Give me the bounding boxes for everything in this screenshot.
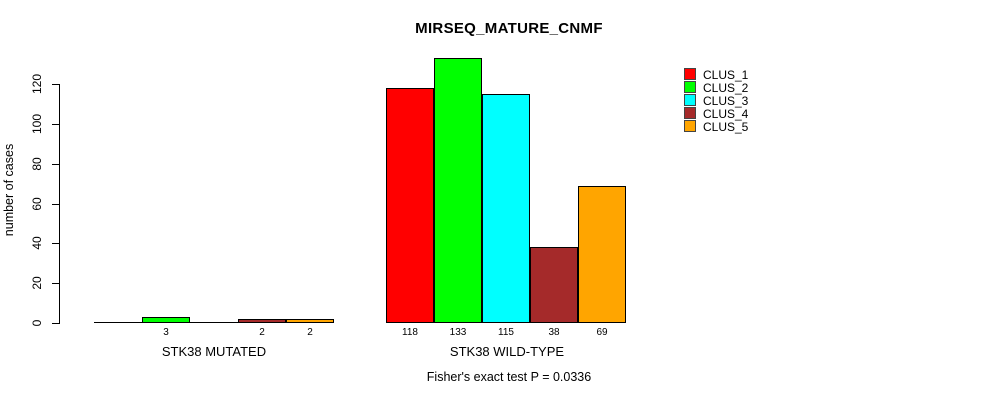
y-axis-tick <box>52 243 59 244</box>
legend-swatch-clus-2 <box>684 81 696 93</box>
bar-clus-5 <box>578 186 626 323</box>
y-axis-line <box>59 84 60 324</box>
y-axis-tick <box>52 84 59 85</box>
y-axis-tick <box>52 283 59 284</box>
legend-swatch-clus-4 <box>684 107 696 119</box>
bar-clus-5 <box>286 319 334 323</box>
legend-label-clus-1: CLUS_1 <box>703 68 749 82</box>
bar-value-label: 2 <box>307 327 313 338</box>
bar-clus-3 <box>482 94 530 323</box>
stat-annotation: Fisher's exact test P = 0.0336 <box>426 370 592 384</box>
legend-swatch-clus-1 <box>684 68 696 80</box>
legend-label-clus-5: CLUS_5 <box>703 120 749 134</box>
bar-clus-4 <box>530 247 578 323</box>
legend-label-clus-3: CLUS_3 <box>703 94 749 108</box>
y-axis-tick-label: 60 <box>30 197 44 211</box>
y-axis-tick-label: 120 <box>30 73 44 95</box>
legend-swatch-clus-3 <box>684 94 696 106</box>
bar-clus-2 <box>142 317 190 323</box>
legend-swatch-clus-5 <box>684 120 696 132</box>
bar-value-label: 3 <box>163 327 169 338</box>
chart-title: MIRSEQ_MATURE_CNMF <box>415 20 603 37</box>
bar-clus-4 <box>238 319 286 323</box>
bar-value-label: 115 <box>498 327 514 338</box>
bar-value-label: 118 <box>402 327 418 338</box>
x-category-label-mutated: STK38 MUTATED <box>161 344 267 359</box>
y-axis-tick-label: 80 <box>30 157 44 171</box>
bar-value-label: 2 <box>259 327 265 338</box>
bar-clus-2 <box>434 58 482 323</box>
y-axis-tick-label: 0 <box>30 319 44 327</box>
y-axis-title: number of cases <box>2 143 16 237</box>
bar-clus-1 <box>386 88 434 323</box>
y-axis-tick <box>52 323 59 324</box>
bar-value-label: 38 <box>548 327 560 338</box>
y-axis-tick <box>52 204 59 205</box>
y-axis-tick-label: 100 <box>30 113 44 135</box>
bar-value-label: 133 <box>449 327 467 338</box>
y-axis-tick <box>52 124 59 125</box>
bar-value-label: 69 <box>596 327 608 338</box>
y-axis-tick <box>52 164 59 165</box>
bar-clus-3-zero <box>190 322 238 323</box>
y-axis-tick-label: 40 <box>30 236 44 250</box>
x-category-label-wildtype: STK38 WILD-TYPE <box>449 344 565 359</box>
y-axis-tick-label: 20 <box>30 276 44 290</box>
legend-label-clus-2: CLUS_2 <box>703 81 749 95</box>
legend-label-clus-4: CLUS_4 <box>703 107 749 121</box>
bar-clus-1-zero <box>94 322 142 323</box>
